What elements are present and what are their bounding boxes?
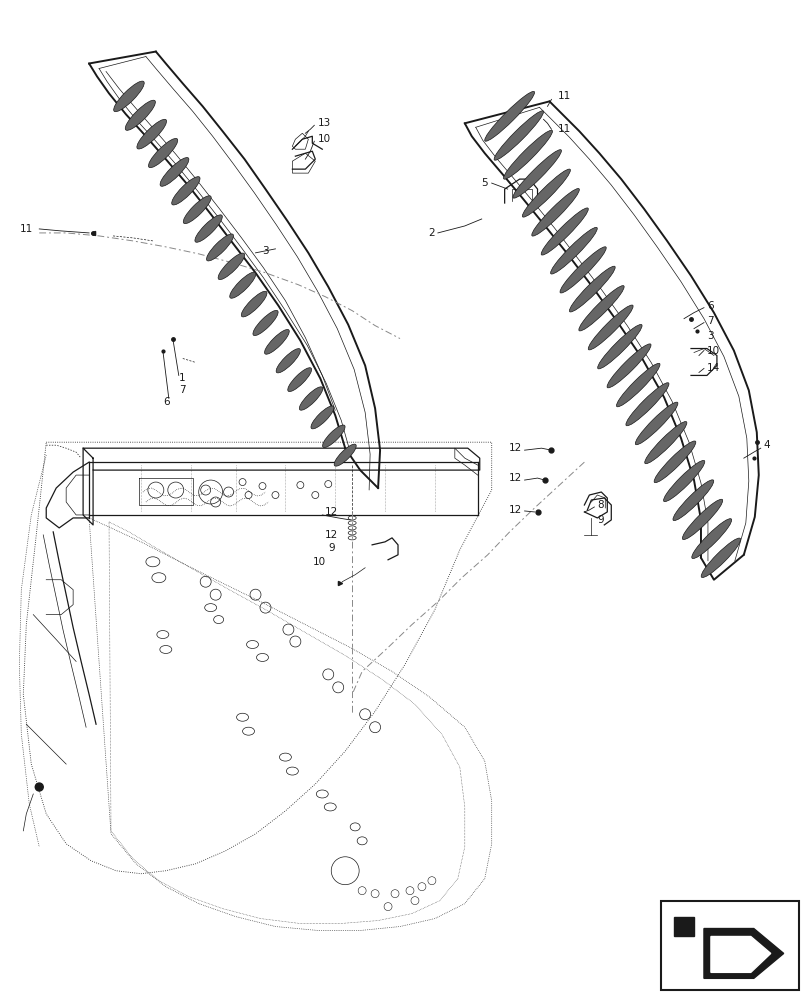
- Text: 11: 11: [558, 91, 570, 101]
- Ellipse shape: [218, 253, 245, 280]
- Ellipse shape: [598, 324, 642, 369]
- Ellipse shape: [560, 247, 606, 293]
- Text: 3: 3: [707, 331, 713, 341]
- Circle shape: [36, 783, 44, 791]
- Text: 12: 12: [508, 443, 522, 453]
- Text: 5: 5: [481, 178, 488, 188]
- Ellipse shape: [682, 499, 722, 540]
- Ellipse shape: [701, 538, 741, 578]
- Ellipse shape: [617, 363, 660, 407]
- Ellipse shape: [645, 422, 687, 464]
- Text: 9: 9: [328, 543, 335, 553]
- Ellipse shape: [114, 81, 145, 112]
- Ellipse shape: [579, 286, 624, 331]
- Text: 12: 12: [508, 473, 522, 483]
- Ellipse shape: [485, 91, 535, 141]
- Text: 2: 2: [428, 228, 435, 238]
- Text: 11: 11: [558, 124, 570, 134]
- Ellipse shape: [513, 150, 562, 198]
- Ellipse shape: [195, 215, 222, 242]
- Ellipse shape: [264, 329, 289, 354]
- Text: 6: 6: [707, 301, 713, 311]
- Text: 1: 1: [179, 373, 185, 383]
- Ellipse shape: [322, 425, 345, 448]
- Ellipse shape: [550, 227, 597, 274]
- Ellipse shape: [242, 291, 267, 317]
- Text: 9: 9: [597, 515, 604, 525]
- Text: 10: 10: [318, 134, 331, 144]
- Text: 8: 8: [597, 500, 604, 510]
- Ellipse shape: [137, 119, 166, 149]
- Polygon shape: [674, 917, 694, 936]
- Ellipse shape: [335, 444, 356, 466]
- Text: 12: 12: [326, 507, 339, 517]
- Text: 7: 7: [179, 385, 185, 395]
- Ellipse shape: [160, 158, 189, 186]
- Ellipse shape: [229, 272, 256, 298]
- Ellipse shape: [588, 305, 633, 350]
- Ellipse shape: [288, 368, 312, 392]
- Polygon shape: [704, 929, 784, 978]
- Ellipse shape: [183, 196, 211, 224]
- Text: 11: 11: [19, 224, 32, 234]
- Ellipse shape: [207, 234, 234, 261]
- Text: 7: 7: [707, 316, 713, 326]
- Bar: [661, 901, 798, 990]
- Ellipse shape: [607, 344, 651, 388]
- Ellipse shape: [635, 402, 678, 445]
- Text: 3: 3: [263, 246, 269, 256]
- Ellipse shape: [311, 406, 334, 429]
- Ellipse shape: [299, 387, 322, 410]
- Ellipse shape: [494, 111, 544, 160]
- Ellipse shape: [663, 460, 705, 502]
- Text: 13: 13: [318, 118, 331, 128]
- Ellipse shape: [692, 519, 732, 559]
- Ellipse shape: [541, 208, 588, 255]
- Ellipse shape: [626, 383, 669, 426]
- Ellipse shape: [654, 441, 696, 483]
- Ellipse shape: [570, 266, 615, 312]
- Text: 12: 12: [508, 505, 522, 515]
- Ellipse shape: [673, 480, 713, 521]
- Text: 10: 10: [313, 557, 326, 567]
- Ellipse shape: [253, 310, 278, 336]
- Ellipse shape: [522, 169, 570, 217]
- Ellipse shape: [125, 100, 155, 130]
- Ellipse shape: [276, 349, 301, 373]
- Text: 6: 6: [163, 397, 170, 407]
- Text: 12: 12: [326, 530, 339, 540]
- Ellipse shape: [532, 188, 579, 236]
- Ellipse shape: [149, 138, 178, 168]
- Ellipse shape: [171, 177, 200, 205]
- Text: 10: 10: [707, 346, 720, 356]
- Text: 14: 14: [707, 363, 720, 373]
- Text: 4: 4: [764, 440, 770, 450]
- Ellipse shape: [503, 130, 553, 179]
- Polygon shape: [711, 936, 771, 972]
